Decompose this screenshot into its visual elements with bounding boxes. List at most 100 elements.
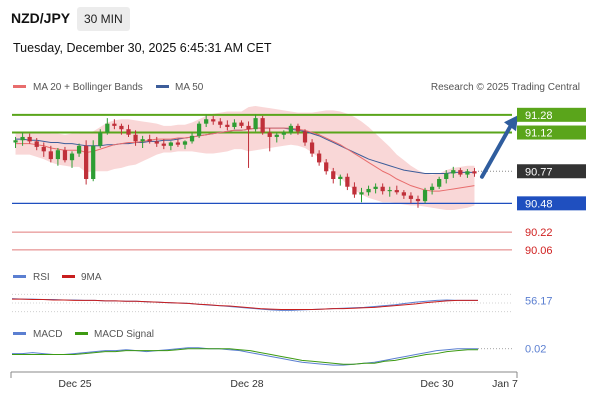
x-tick-label: Dec 25 [58,378,91,390]
candle-body [422,190,428,202]
candle-body [175,142,181,145]
candle-body [260,118,265,133]
level-label-resistance: 91.12 [525,128,553,140]
legend-label-ma50: MA 50 [175,82,204,93]
forecast-arrow-head [504,115,518,132]
candle-body [253,118,258,130]
candle-body [352,186,357,195]
candle-body [239,122,244,126]
candle-body [211,119,216,122]
candle-body [55,150,61,160]
candle-body [98,132,103,146]
level-box-resistance [517,125,586,140]
candle-body [451,170,456,174]
currency-pair: NZD/JPY [11,10,71,26]
candle-body [76,145,82,154]
candle-body [232,122,237,127]
candle-body [140,139,145,142]
candle-body [34,141,39,147]
legend-label-ma20: MA 20 + Bollinger Bands [33,82,143,93]
candle-body [69,153,75,161]
x-tick-label: Dec 30 [420,378,453,390]
chart-header: NZD/JPY 30 MIN Tuesday, December 30, 202… [0,0,590,70]
candle-body [465,171,470,175]
candle-body [62,150,68,161]
candle-body [302,131,308,143]
legend-swatch-macd [13,332,26,335]
candle-body [331,171,336,179]
candle-body [204,119,209,124]
candle-body [429,186,435,191]
macd-panel: MACD MACD Signal 0.02 [12,329,546,366]
candle-body [380,186,385,192]
candle-body [161,143,166,146]
rsi-ma-line [12,298,478,310]
level-label-pivot: 90.22 [525,227,553,239]
level-box-last [517,164,586,179]
candle-body [288,125,294,133]
candle-body [281,132,286,135]
candle-body [218,121,223,125]
level-label-resistance: 91.28 [525,110,553,122]
candle-body [48,151,53,160]
level-label-support: 90.48 [525,198,553,210]
candle-body [147,139,152,142]
timestamp: Tuesday, December 30, 2025 6:45:31 AM CE… [13,41,272,55]
candle-body [105,123,110,133]
macd-line [12,347,478,366]
x-tick-label: Dec 28 [230,378,263,390]
candle-body [458,170,463,175]
candle-body [295,125,301,132]
legend-label-rsi-ma: 9MA [81,272,102,283]
price-panel: MA 20 + Bollinger Bands MA 50 Research © 2… [12,82,586,257]
x-tick-label: Jan 7 [492,378,518,390]
candle-body [401,192,406,196]
candle-body [437,179,442,187]
candle-body [274,134,279,137]
timeframe-badge[interactable]: 30 MIN [77,7,130,31]
candle-body [133,134,138,142]
legend-swatch-rsi [13,275,26,278]
macd-last-value: 0.02 [525,344,546,356]
legend-swatch-rsi-ma [62,275,75,278]
candle-body [472,171,477,174]
candle-body [345,176,350,187]
level-box-support [517,196,586,211]
rsi-panel: RSI 9MA 56.17 [11,272,553,313]
candle-body [225,124,230,127]
candle-body [324,162,329,172]
level-box-resistance [517,107,586,122]
legend-label-rsi: RSI [33,272,50,283]
macd-signal-line [12,348,478,365]
legend-label-macd: MACD [33,329,62,340]
rsi-last-value: 56.17 [525,295,553,307]
candle-body [309,142,315,154]
candle-body [41,146,46,152]
candle-body [119,125,124,130]
candle-body [91,145,96,179]
candle-body [408,195,414,199]
source-label: Research © 2025 Trading Central [431,82,580,93]
candle-body [394,190,399,193]
candle-body [444,173,449,179]
candle-body [338,176,343,179]
candle-body [415,198,421,202]
legend-swatch-ma50 [156,85,169,88]
candle-body [196,123,202,136]
candle-body [154,141,159,144]
candle-body [366,188,371,193]
candle-body [27,136,32,142]
forecast-arrow [480,123,513,179]
legend-label-macd-signal: MACD Signal [94,329,154,340]
candle-body [246,125,251,130]
candle-body [20,136,25,141]
candle-body [126,129,131,135]
level-label-last: 90.77 [525,166,553,178]
candle-body [84,145,89,179]
legend-swatch-ma20 [13,85,26,88]
candle-body [189,135,195,142]
candle-body [168,142,173,146]
legend-swatch-macd-signal [75,332,88,335]
candle-body [13,140,18,143]
